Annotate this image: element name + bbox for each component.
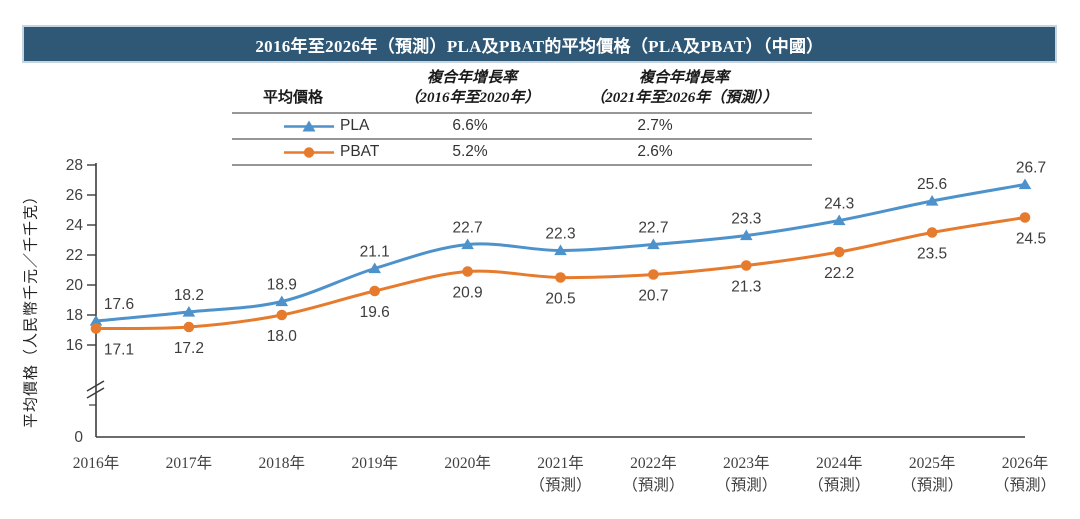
pla-marker-icon	[1018, 178, 1032, 190]
pbat-series-label: PBAT	[340, 143, 380, 160]
y-tick-label: 26	[66, 187, 83, 204]
pla-value-label: 21.1	[360, 244, 390, 261]
x-category-label: 2019年	[351, 454, 398, 472]
pla-marker-icon	[275, 295, 289, 307]
x-category-label: 2022年	[630, 454, 677, 472]
pla-cagr-2021-2026: 2.7%	[637, 117, 673, 134]
pbat-marker-icon	[90, 323, 102, 334]
pla-marker-icon	[554, 244, 567, 256]
y-tick-label: 16	[66, 337, 83, 354]
x-category-label: 2017年	[166, 454, 213, 472]
pla-value-label: 17.6	[104, 296, 134, 313]
pbat-marker-icon	[276, 309, 288, 321]
table-rule-top	[232, 112, 812, 114]
pbat-value-label: 22.2	[824, 265, 854, 282]
x-category-label: 2016年	[73, 454, 120, 472]
table-rule-bottom	[232, 164, 812, 166]
pbat-value-label: 20.9	[453, 285, 483, 302]
y-tick-label: 18	[66, 307, 83, 324]
pbat-marker-icon	[926, 227, 938, 238]
y-tick-label: 22	[66, 247, 83, 264]
x-category-label: （預測）	[529, 476, 591, 494]
pbat-value-label: 18.0	[267, 328, 298, 345]
pbat-value-label: 19.6	[360, 304, 390, 321]
pla-series-label: PLA	[340, 117, 370, 134]
pbat-value-label: 20.7	[638, 288, 668, 305]
pla-value-label: 18.2	[174, 287, 204, 304]
x-category-label: （預測）	[715, 476, 777, 494]
x-category-label: 2024年	[816, 454, 863, 472]
pbat-cagr-2016-2020: 5.2%	[452, 143, 488, 160]
pbat-marker-icon	[648, 269, 659, 280]
series-pla	[89, 178, 1032, 326]
chart-title-bar: 2016年至2026年（預測）PLA及PBAT的平均價格（PLA及PBAT）（中…	[22, 25, 1057, 63]
pbat-marker-icon	[369, 285, 381, 297]
pla-marker-icon	[368, 262, 381, 274]
pbat-marker-icon	[462, 266, 473, 277]
pbat-marker-icon	[1019, 212, 1031, 223]
pbat-value-label: 23.5	[917, 246, 947, 263]
table-header-cagr-2016-2020: 複合年增長率 （2016年至2020年）	[404, 70, 540, 106]
y-tick-label: 20	[66, 277, 84, 294]
pla-value-label: 26.7	[1016, 160, 1046, 177]
pla-marker-icon	[925, 195, 939, 206]
series-pbat	[90, 212, 1031, 334]
pbat-value-label: 24.5	[1016, 231, 1046, 248]
x-category-label: （預測）	[994, 476, 1056, 494]
table-rule-middle	[232, 138, 812, 140]
pla-marker-icon	[832, 214, 846, 226]
pbat-marker-icon	[555, 272, 566, 283]
pla-value-label: 24.3	[824, 196, 854, 213]
pla-marker-icon	[461, 238, 474, 250]
pbat-value-label: 20.5	[545, 291, 575, 308]
cagr-table: 平均價格 複合年增長率 （2016年至2020年） 複合年增長率 （2021年至…	[0, 0, 1080, 170]
pbat-value-label: 17.1	[104, 342, 134, 359]
pla-marker-icon	[647, 238, 660, 250]
x-category-label: 2025年	[909, 454, 956, 472]
y-tick-label: 28	[66, 157, 83, 174]
pla-marker-icon	[182, 306, 196, 317]
pbat-value-label: 17.2	[174, 340, 204, 357]
pla-value-label: 25.6	[917, 176, 947, 193]
pla-value-label: 22.3	[545, 226, 575, 243]
pla-value-label: 22.7	[453, 220, 483, 237]
y-tick-label: 24	[66, 217, 84, 234]
pla-marker-icon	[740, 229, 753, 241]
x-category-label: （預測）	[622, 476, 684, 494]
pbat-marker-icon	[183, 321, 195, 333]
pla-marker-icon	[89, 315, 103, 326]
x-category-label: 2021年	[537, 454, 584, 472]
axis-break-icon	[86, 387, 105, 399]
pla-value-label: 23.3	[731, 211, 761, 228]
table-header-cagr-2021-2026: 複合年增長率 （2021年至2026年（預測））	[590, 70, 778, 106]
pla-value-label: 22.7	[638, 220, 668, 237]
pbat-value-label: 21.3	[731, 279, 761, 296]
pla-cagr-2016-2020: 6.6%	[452, 117, 488, 134]
table-header-average-price: 平均價格	[262, 90, 323, 106]
pbat-marker-icon	[833, 246, 845, 258]
y-zero-label: 0	[74, 429, 83, 446]
pbat-legend-marker-icon	[283, 146, 335, 159]
pbat-marker-icon	[741, 260, 752, 271]
pla-value-label: 18.9	[267, 277, 297, 294]
x-category-label: 2026年	[1002, 454, 1049, 472]
axis-break-icon	[86, 380, 105, 392]
y-axis-title: 平均價格（人民幣千元／千千克）	[23, 187, 40, 429]
x-category-label: （預測）	[808, 476, 870, 494]
x-category-label: 2020年	[444, 454, 491, 472]
x-category-label: 2018年	[259, 454, 306, 472]
chart-title: 2016年至2026年（預測）PLA及PBAT的平均價格（PLA及PBAT）（中…	[255, 36, 824, 56]
x-category-label: 2023年	[723, 454, 770, 472]
pbat-cagr-2021-2026: 2.6%	[637, 143, 673, 160]
pla-legend-marker-icon	[283, 120, 335, 133]
x-category-label: （預測）	[901, 476, 963, 494]
